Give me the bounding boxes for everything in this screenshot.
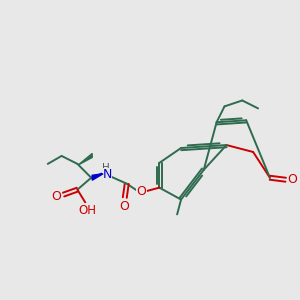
Polygon shape [92, 174, 103, 180]
Text: N: N [102, 168, 112, 181]
Polygon shape [78, 154, 92, 165]
Text: OH: OH [78, 204, 96, 217]
Text: H: H [102, 163, 110, 173]
Text: O: O [52, 190, 61, 203]
Text: O: O [136, 185, 146, 198]
Text: O: O [119, 200, 129, 213]
Text: O: O [288, 173, 298, 186]
